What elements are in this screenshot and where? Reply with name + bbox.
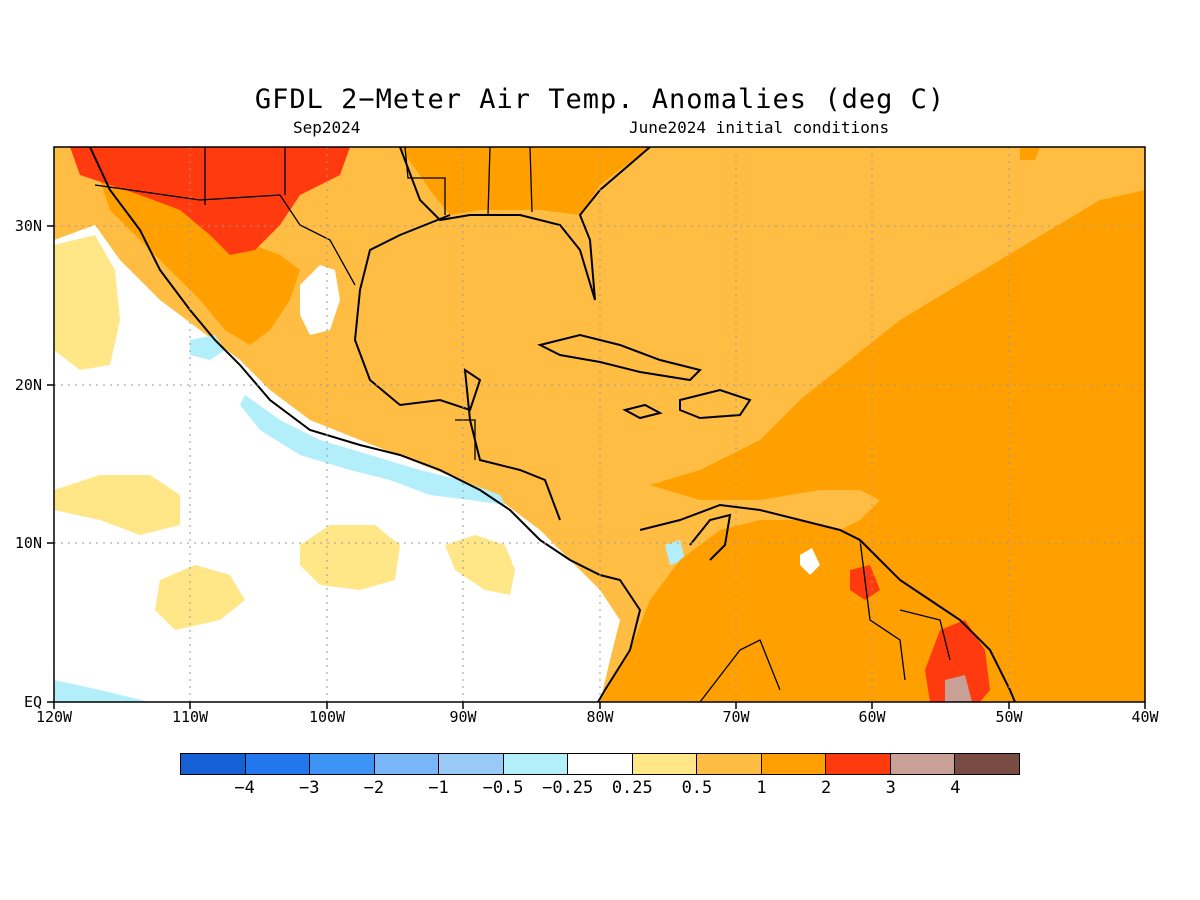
colorbar-label: −0.25 bbox=[542, 778, 594, 798]
region-brazil-very-hot bbox=[945, 675, 972, 702]
chart-subtitle-init: June2024 initial conditions bbox=[629, 118, 890, 137]
region-pacific-weak-warm-3 bbox=[155, 565, 245, 630]
lat-label-20n: 20N bbox=[14, 376, 42, 394]
colorbar-cell bbox=[181, 754, 246, 774]
colorbar-label: 1 bbox=[756, 778, 767, 798]
lon-label-90w: 90W bbox=[449, 708, 477, 726]
lon-label-120w: 120W bbox=[35, 708, 73, 726]
colorbar-label: −4 bbox=[234, 778, 255, 798]
region-pacific-weak-warm-4 bbox=[300, 525, 400, 590]
colorbar-label: −1 bbox=[428, 778, 449, 798]
region-southwest-us-hot bbox=[70, 147, 350, 255]
lat-label-30n: 30N bbox=[14, 217, 42, 235]
coastlines bbox=[89, 147, 1016, 702]
chart-subtitle-month: Sep2024 bbox=[293, 118, 361, 137]
colorbar-label: 2 bbox=[821, 778, 832, 798]
colorbar-label: −3 bbox=[298, 778, 320, 798]
colorbar-cell bbox=[568, 754, 633, 774]
colorbar-label: 0.5 bbox=[681, 778, 713, 798]
region-brazil-hot bbox=[925, 620, 990, 702]
region-cool-patch-3 bbox=[665, 540, 685, 565]
region-mexico-interior bbox=[100, 180, 300, 345]
region-pacific-weak-warm-2 bbox=[54, 475, 180, 535]
colorbar-label: 4 bbox=[950, 778, 961, 798]
axis-ticks bbox=[47, 225, 1146, 709]
colorbar-cell bbox=[310, 754, 375, 774]
country-borders bbox=[94, 147, 951, 702]
region-venezuela-neutral bbox=[800, 548, 820, 575]
region-coastal-cool bbox=[240, 395, 505, 505]
lon-label-50w: 50W bbox=[995, 708, 1023, 726]
colorbar-cell bbox=[955, 754, 1019, 774]
colorbar-label: 3 bbox=[885, 778, 896, 798]
colorbar bbox=[180, 753, 1020, 775]
lon-label-110w: 110W bbox=[171, 708, 209, 726]
region-northwest-strong bbox=[1020, 147, 1040, 160]
lon-label-100w: 100W bbox=[308, 708, 346, 726]
colorbar-cell bbox=[632, 754, 698, 774]
region-mexico-strong-warm bbox=[54, 147, 650, 215]
colorbar-cell bbox=[826, 754, 891, 774]
colorbar-label: 0.25 bbox=[611, 778, 653, 798]
colorbar-cell bbox=[761, 754, 827, 774]
colorbar-cell bbox=[503, 754, 569, 774]
lat-label-eq: EQ bbox=[23, 693, 42, 711]
lon-label-70w: 70W bbox=[722, 708, 750, 726]
colorbar-cell bbox=[697, 754, 762, 774]
lon-label-60w: 60W bbox=[858, 708, 886, 726]
colorbar-label: −0.5 bbox=[482, 778, 524, 798]
lon-label-40w: 40W bbox=[1131, 708, 1159, 726]
region-cool-patch-2 bbox=[54, 680, 150, 702]
colorbar-cell bbox=[245, 754, 311, 774]
colorbar-cell bbox=[890, 754, 956, 774]
gridlines bbox=[54, 147, 1145, 702]
colorbar-label: −2 bbox=[363, 778, 385, 798]
region-pacific-weak-warm-5 bbox=[445, 535, 515, 595]
colorbar-cell bbox=[374, 754, 440, 774]
region-pacific-weak-warm-1 bbox=[54, 235, 120, 370]
lat-label-10n: 10N bbox=[14, 534, 42, 552]
chart-title: GFDL 2−Meter Air Temp. Anomalies (deg C) bbox=[254, 84, 946, 115]
colorbar-cell bbox=[439, 754, 504, 774]
region-mexico-neutral bbox=[300, 265, 340, 335]
lon-label-80w: 80W bbox=[586, 708, 614, 726]
